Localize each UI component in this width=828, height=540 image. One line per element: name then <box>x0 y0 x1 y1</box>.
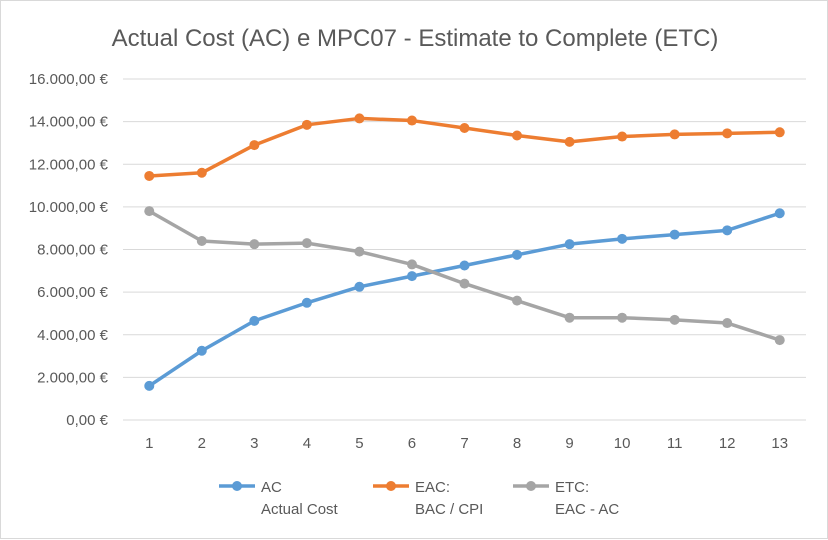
x-tick-label: 7 <box>460 435 468 452</box>
data-point-eac <box>617 131 628 142</box>
x-tick-label: 9 <box>565 435 573 452</box>
data-point-etc <box>459 278 470 289</box>
y-tick-label: 16.000,00 € <box>29 71 109 88</box>
data-point-ac <box>354 281 365 292</box>
data-point-etc <box>722 318 733 329</box>
data-point-etc <box>354 246 365 257</box>
x-tick-label: 10 <box>614 435 631 452</box>
x-tick-label: 8 <box>513 435 521 452</box>
legend-label: BAC / CPI <box>415 501 483 518</box>
data-point-ac <box>564 239 575 250</box>
x-tick-label: 4 <box>303 435 311 452</box>
data-point-etc <box>249 239 260 250</box>
chart-title: Actual Cost (AC) e MPC07 - Estimate to C… <box>112 25 719 52</box>
y-tick-label: 12.000,00 € <box>29 156 109 173</box>
legend-swatch-marker <box>526 481 536 491</box>
data-point-etc <box>617 312 628 323</box>
x-tick-label: 11 <box>667 435 683 452</box>
x-tick-label: 2 <box>198 435 206 452</box>
legend-item-eac: EAC: BAC / CPI <box>373 479 483 518</box>
data-point-eac <box>669 129 680 140</box>
legend-label: Actual Cost <box>261 501 339 518</box>
y-tick-label: 10.000,00 € <box>29 199 109 216</box>
series-line-etc <box>147 209 782 342</box>
x-tick-label: 6 <box>408 435 416 452</box>
y-tick-label: 4.000,00 € <box>37 327 109 344</box>
data-point-eac <box>564 136 575 147</box>
data-point-eac <box>144 170 155 181</box>
series-line-ac <box>147 211 782 388</box>
data-point-etc <box>406 259 417 270</box>
data-point-eac <box>459 123 470 134</box>
y-tick-label: 14.000,00 € <box>29 114 109 131</box>
y-axis-tick-labels: 0,00 € 2.000,00 € 4.000,00 € 6.000,00 € 8.00… <box>29 71 109 429</box>
data-point-etc <box>774 335 785 346</box>
data-point-etc <box>301 238 312 249</box>
data-point-ac <box>196 345 207 356</box>
data-point-ac <box>406 271 417 282</box>
legend-swatch-marker <box>232 481 242 491</box>
series-etc <box>144 206 785 346</box>
legend-item-ac: AC Actual Cost <box>219 479 339 518</box>
data-point-etc <box>564 312 575 323</box>
data-point-eac <box>512 130 523 141</box>
data-point-ac <box>144 380 155 391</box>
y-tick-label: 0,00 € <box>66 412 108 429</box>
x-tick-label: 3 <box>250 435 258 452</box>
data-point-ac <box>774 208 785 219</box>
data-point-etc <box>196 235 207 246</box>
legend-label: EAC: <box>415 479 450 496</box>
series-ac <box>144 208 785 391</box>
legend-label: EAC - AC <box>555 501 619 518</box>
data-point-ac <box>249 315 260 326</box>
data-point-eac <box>249 140 260 151</box>
data-point-etc <box>669 314 680 325</box>
x-tick-label: 1 <box>145 435 153 452</box>
legend-label: AC <box>261 479 282 496</box>
legend-swatch-marker <box>386 481 396 491</box>
legend-label: ETC: <box>555 479 589 496</box>
data-point-eac <box>196 167 207 178</box>
data-point-etc <box>512 295 523 306</box>
data-point-ac <box>722 225 733 236</box>
y-tick-label: 8.000,00 € <box>37 242 109 259</box>
y-tick-label: 6.000,00 € <box>37 284 109 301</box>
data-point-ac <box>459 260 470 271</box>
x-tick-label: 12 <box>719 435 736 452</box>
x-tick-label: 5 <box>355 435 363 452</box>
data-point-etc <box>144 206 155 217</box>
x-axis-tick-labels: 1 2 3 4 5 6 7 8 9 10 11 12 13 <box>145 435 788 452</box>
data-point-eac <box>301 119 312 130</box>
data-point-eac <box>722 128 733 139</box>
legend-item-etc: ETC: EAC - AC <box>513 479 619 518</box>
data-point-ac <box>617 233 628 244</box>
data-point-eac <box>354 113 365 124</box>
data-point-ac <box>301 297 312 308</box>
data-point-ac <box>669 229 680 240</box>
legend: AC Actual Cost EAC: BAC / CPI ETC: EAC - AC <box>219 479 619 518</box>
data-point-ac <box>512 249 523 260</box>
gridlines <box>123 78 806 421</box>
x-tick-label: 13 <box>771 435 788 452</box>
data-point-eac <box>774 127 785 138</box>
y-tick-label: 2.000,00 € <box>37 369 109 386</box>
data-point-eac <box>406 115 417 126</box>
series-layer <box>144 113 785 391</box>
series-eac <box>144 113 785 181</box>
